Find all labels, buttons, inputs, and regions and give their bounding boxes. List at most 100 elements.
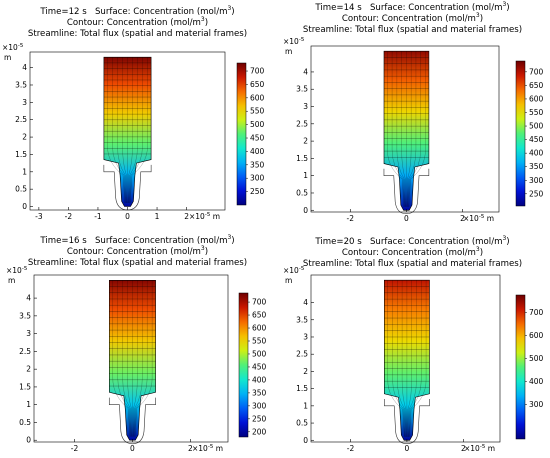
title-line-3: Streamline: Total flux (spatial and mate…: [275, 259, 550, 270]
y-tick-label: 1.5: [19, 382, 31, 391]
unit-exponent: 3: [227, 234, 232, 242]
surface-label: Surface: Concentration (mol/m: [94, 236, 228, 246]
streamline: [122, 57, 127, 204]
y-axis-unit: m: [8, 276, 15, 285]
streamline: [408, 51, 421, 207]
x-tick-label: -2: [347, 214, 355, 223]
colorbar-tick-label: 350: [250, 160, 265, 169]
streamline: [392, 280, 406, 437]
y-tick-label: 3: [303, 332, 308, 341]
y-tick-label: 0: [303, 436, 308, 445]
streamline-label: Streamline: Total flux (spatial and mate…: [27, 29, 248, 39]
y-tick-label: 0.5: [19, 418, 31, 427]
colorbar-tick-label: 400: [252, 375, 267, 384]
colorbar-tick-label: 450: [529, 135, 544, 144]
colorbar-tick-label: 400: [529, 377, 544, 386]
colorbar-tick-label: 250: [252, 414, 267, 423]
colorbar-tick-label: 500: [250, 120, 265, 129]
streamline: [127, 280, 132, 437]
colorbar-tick-label: 600: [529, 331, 544, 340]
y-tick-label: 4: [22, 63, 27, 72]
colorbar: [238, 292, 249, 438]
x-tick-label: -2: [71, 444, 79, 453]
y-tick-label: 1.5: [15, 150, 27, 159]
colorbar-tick-label: 500: [529, 122, 544, 131]
y-tick-label: 3.5: [296, 85, 308, 94]
streamline: [391, 51, 405, 207]
x-tick-label: -1: [94, 212, 102, 221]
colorbar-tick-label: 300: [250, 174, 265, 183]
colorbar-tick-label: 500: [252, 349, 267, 358]
streamline: [112, 57, 126, 204]
streamline: [128, 57, 138, 204]
y-tick-label: 3: [26, 329, 31, 338]
x-tick-label: 2: [460, 214, 465, 223]
streamline: [406, 51, 412, 207]
streamline: [112, 280, 130, 437]
y-axis-unit: m: [4, 53, 11, 62]
streamlines: [387, 51, 426, 207]
colorbar-tick-label: 550: [252, 337, 267, 346]
colorbar-tick-label: 700: [252, 298, 267, 307]
unit-exponent: 3: [475, 246, 480, 254]
unit-exponent: 3: [502, 1, 507, 9]
title-line-3: Streamline: Total flux (spatial and mate…: [275, 25, 550, 36]
streamlines: [107, 57, 148, 204]
y-tick-label: 0.5: [15, 185, 27, 194]
x-tick-label: -2: [347, 444, 355, 453]
streamline: [117, 57, 127, 204]
streamline: [107, 57, 125, 204]
panel-2: Time=14 s Surface: Concentration (mol/m3…: [275, 0, 550, 229]
title-line-1: Time=16 s Surface: Concentration (mol/m3…: [40, 234, 235, 246]
y-axis-scale: ×10-5: [283, 266, 305, 275]
streamline: [407, 51, 417, 207]
title-line-2: Contour: Concentration (mol/m3): [66, 245, 209, 257]
contour-label: Contour: Concentration (mol/m: [66, 247, 201, 257]
x-tick-label: 0: [404, 214, 409, 223]
x-tick-label: 2: [461, 444, 466, 453]
time-label: Time=16 s: [40, 236, 87, 246]
streamline-label: Streamline: Total flux (spatial and mate…: [302, 25, 523, 35]
title-line-3: Streamline: Total flux (spatial and mate…: [0, 29, 275, 40]
streamlines: [112, 280, 153, 437]
y-axis-unit: m: [285, 276, 292, 285]
x-tick-label: 0: [130, 444, 135, 453]
y-tick-label: 2: [22, 133, 27, 142]
y-tick-label: 0: [303, 206, 308, 215]
streamline-label: Streamline: Total flux (spatial and mate…: [302, 259, 523, 269]
streamline: [133, 280, 143, 437]
streamline: [396, 51, 406, 207]
plot-2: -2 0 2 0 0.5 1 1.5 2 2.5 3 3.5 4 ×10-5m ×10-5 m 250 300…: [283, 37, 544, 223]
y-tick-label: 2: [303, 137, 308, 146]
title-line-1: Time=14 s Surface: Concentration (mol/m3…: [315, 1, 510, 13]
colorbar-tick-label: 200: [252, 427, 267, 436]
streamline: [407, 280, 412, 437]
y-tick-label: 1.5: [296, 154, 308, 163]
x-tick-label: 0: [125, 212, 130, 221]
plot-4: -2 0 2 0 0.5 1 1.5 2 2.5 3 3.5 4 ×10-5m ×10-5 m 300 400…: [283, 266, 544, 453]
x-tick-label: -3: [35, 212, 43, 221]
colorbar-tick-label: 250: [250, 187, 265, 196]
streamline-label: Streamline: Total flux (spatial and mate…: [27, 258, 248, 268]
colorbar-tick-label: 600: [529, 94, 544, 103]
x-tick-label: -2: [65, 212, 73, 221]
y-tick-label: 3.5: [19, 311, 31, 320]
y-tick-label: 3: [303, 102, 308, 111]
colorbar-tick-label: 300: [252, 401, 267, 410]
colorbar-tick-label: 650: [250, 80, 265, 89]
colorbar-tick-label: 600: [252, 324, 267, 333]
unit-exponent: 3: [200, 16, 205, 24]
x-tick-label: 2: [184, 212, 189, 221]
time-label: Time=12 s: [40, 7, 87, 17]
surface-label: Surface: Concentration (mol/m: [369, 3, 503, 13]
y-tick-label: 3.5: [15, 80, 27, 89]
plot-frame: [310, 45, 500, 213]
y-tick-label: 2.5: [19, 347, 31, 356]
y-tick-label: 4: [26, 294, 31, 303]
colorbar-tick-label: 400: [250, 147, 265, 156]
outer-boundary: [108, 397, 156, 445]
y-tick-label: 2.5: [15, 115, 27, 124]
streamline: [397, 280, 406, 437]
streamline: [134, 280, 148, 437]
x-axis-scale: ×10-5 m: [192, 444, 223, 453]
